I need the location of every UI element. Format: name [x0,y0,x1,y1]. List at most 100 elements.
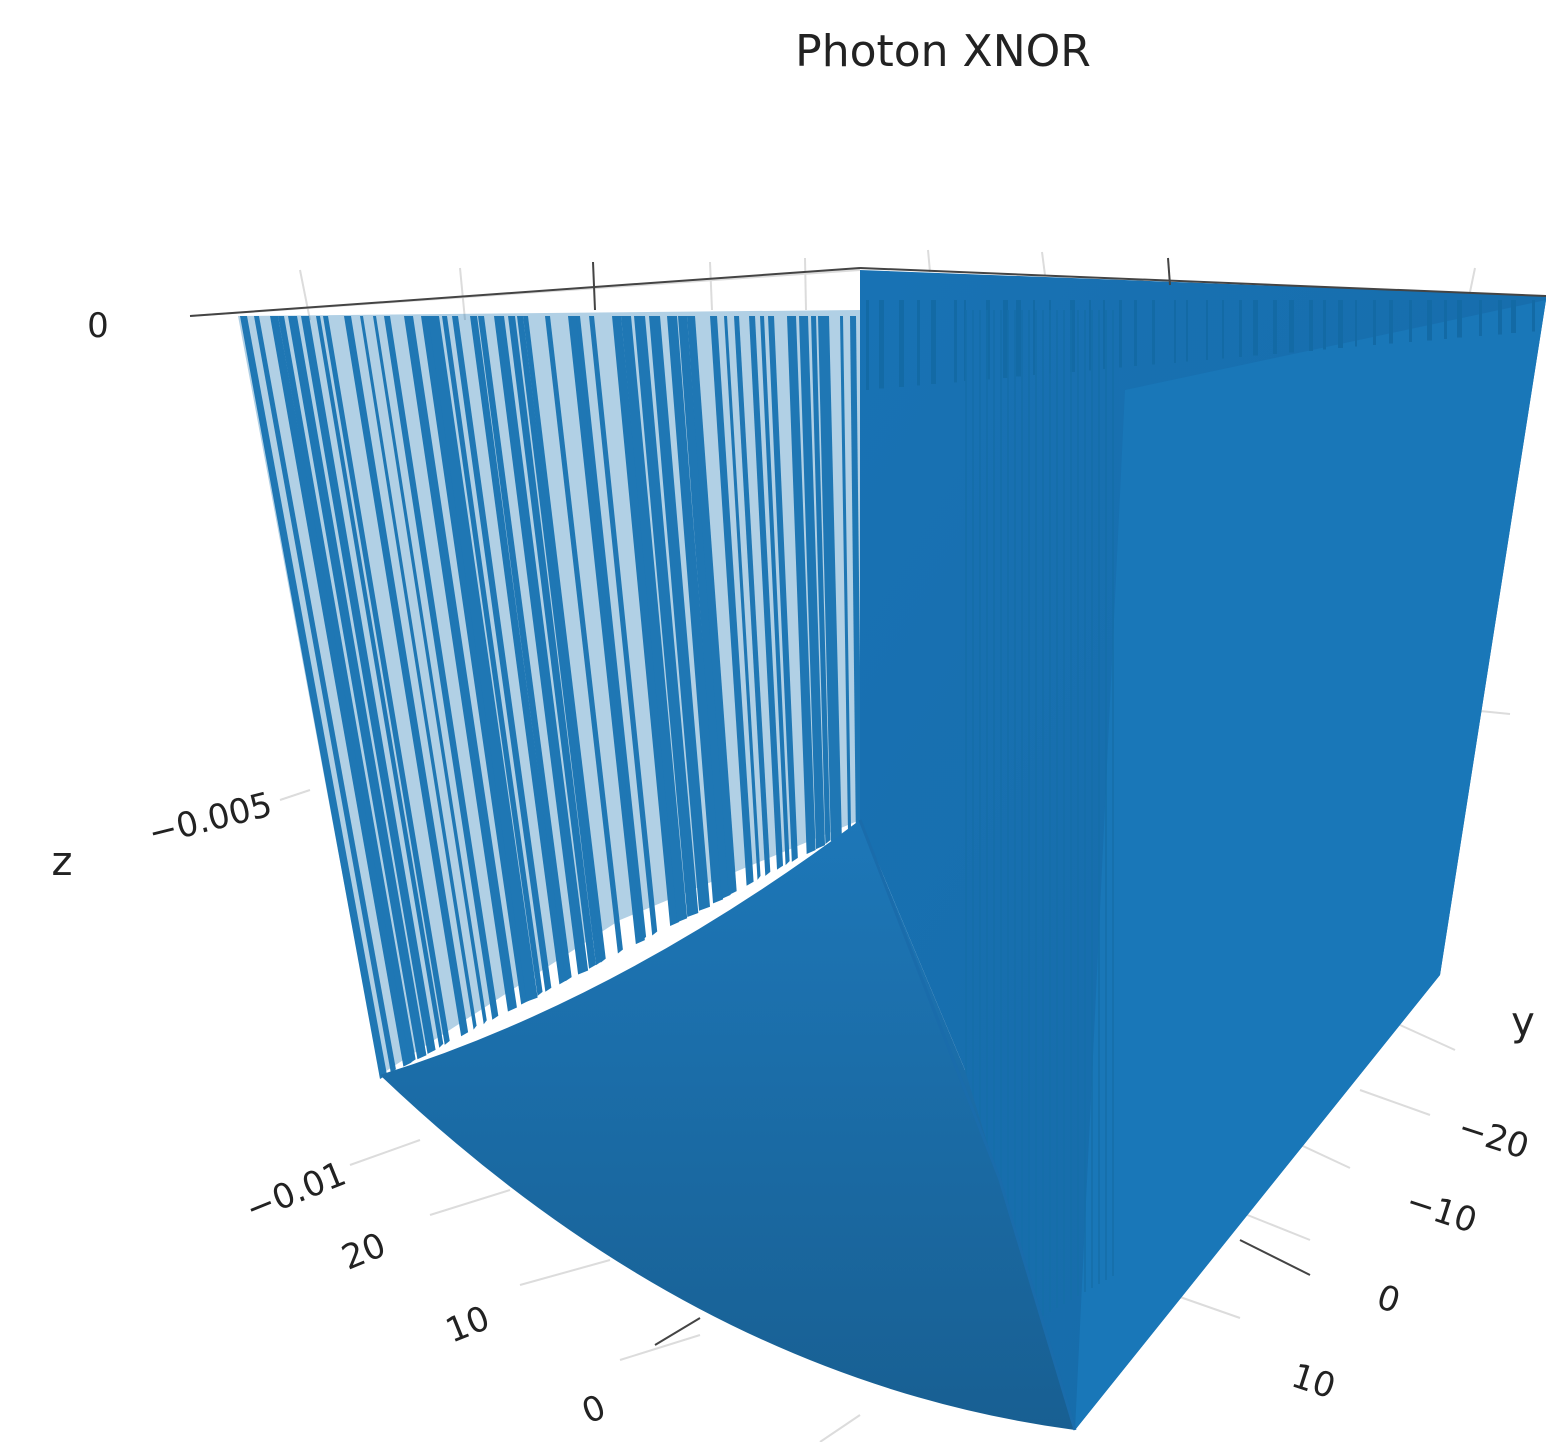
left-wall-stripe [470,316,567,985]
right-wall-stripe [917,300,920,386]
grid-line [1359,1089,1431,1116]
top-axis-right [859,267,1546,297]
left-wall-stripe [323,316,450,1045]
grid-line [1399,1024,1456,1051]
right-wall-stripe [1077,310,1079,1296]
left-wall-stripe [811,316,831,845]
right-wall-stripe [1070,310,1072,1300]
left-wall-stripe [568,316,645,945]
right-wall-stripe [1289,300,1294,353]
left-wall-stripe [724,316,761,880]
axis-tick-mark [1167,257,1171,286]
right-wall-stripe [1174,300,1176,363]
grid-line [804,257,807,311]
left-wall-stripe [768,316,798,862]
y-tick-label: 0 [1372,1277,1405,1322]
right-wall-stripe [1000,310,1002,1340]
grid-line [619,1334,701,1361]
left-wall-stripe [316,316,444,1048]
x-tick-label: 0 [576,1387,611,1432]
right-wall-stripe [1134,300,1137,366]
chart-title: Photon XNOR [795,26,1091,77]
surface-left-wall [238,310,862,1079]
left-wall-stripe [384,316,499,1020]
right-wall-stripe [1186,300,1188,362]
right-wall-stripe [1003,300,1008,378]
z-tick-label: 0 [87,306,109,346]
right-wall-stripe [1457,300,1462,338]
surface-floor [380,819,1077,1431]
left-wall-stripe [452,316,552,992]
right-wall-stripe [1389,300,1393,344]
right-wall-stripe [1338,300,1343,348]
right-wall-stripe [1049,310,1051,1312]
left-wall-stripe [687,316,737,896]
y-tick-label: 10 [1287,1356,1341,1407]
left-wall-stripe [278,316,416,1064]
left-wall-stripe [760,316,790,866]
axis-lines [189,257,1546,1346]
left-wall-stripe [270,316,412,1067]
grid-line [459,267,466,321]
right-wall-stripe [931,300,936,384]
right-wall-stripe [1084,310,1086,1292]
right-wall-stripe [1498,300,1502,335]
right-wall-stripe [1373,300,1376,345]
grid-line [429,1189,511,1216]
z-axis-title: z [52,839,73,885]
left-wall-stripe [344,316,469,1037]
left-wall-stripe [523,316,606,963]
grid-line [1469,267,1476,293]
left-wall-stripe [818,316,842,842]
left-wall-stripe [850,316,862,829]
left-wall-stripe [576,316,647,941]
right-wall-stripe [1105,310,1107,1280]
x-tick-label: 20 [336,1225,391,1278]
right-wall-stripe [1206,300,1208,360]
right-wall-stripe [972,310,974,1356]
right-wall-stripe [1042,310,1044,1316]
right-wall-stripe [965,310,967,1360]
left-wall-stripe [612,316,680,926]
x-tick-label: 10 [440,1298,495,1351]
right-wall-stripe [1098,310,1100,1284]
left-wall-stripe [545,316,623,954]
right-wall-stripe [979,310,981,1352]
left-wall-stripe [840,316,851,833]
right-wall-stripe [1239,300,1242,357]
right-wall-stripe [1532,300,1535,332]
right-wall-stripe [1033,300,1035,375]
right-wall-stripe [1070,300,1075,372]
right-wall-stripe [1479,300,1482,336]
right-wall-stripe [1007,310,1009,1336]
right-wall-stripe [866,300,869,390]
right-wall-stripe [1021,310,1023,1328]
right-wall-stripe [1444,300,1447,339]
left-wall-stripe [734,316,771,876]
left-wall-stripe [634,316,699,917]
z-tick-label: −0.01 [240,1154,352,1230]
right-wall-stripe [1323,300,1326,350]
right-wall-stripe [1016,300,1021,377]
right-wall-stripe [1409,300,1412,342]
grid-line [279,789,311,801]
right-wall-stripe [1152,300,1155,365]
y-tick-label: −10 [1401,1181,1482,1241]
left-wall-stripe [649,316,711,911]
right-wall-stripe [1222,300,1224,359]
right-wall-stripe [1028,310,1030,1324]
left-wall-stripe [494,316,589,975]
left-wall-stripe [404,316,517,1012]
right-wall-stripe [954,300,957,383]
left-wall-stripe [799,316,826,850]
left-wall-stripe [589,316,658,936]
right-wall-stripe [1063,310,1065,1304]
left-wall-stripe [428,316,538,1002]
grid-line [819,1414,861,1442]
right-wall-stripe [993,310,995,1344]
top-axis-left [189,267,861,317]
left-wall-stripe [240,316,387,1079]
right-wall-stripe [1112,310,1114,1276]
z-tick-label: −0.005 [144,785,276,854]
y-axis-title: y [1511,999,1535,1045]
